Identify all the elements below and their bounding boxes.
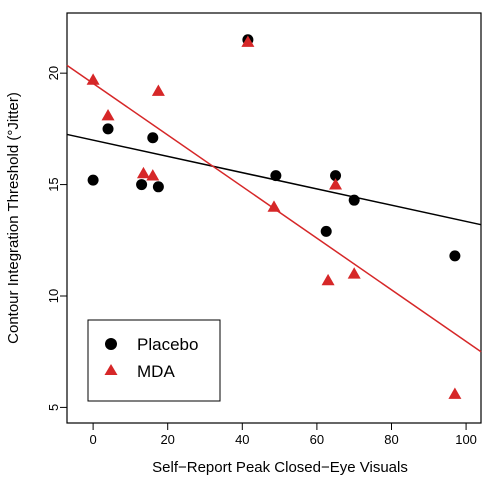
data-point-placebo — [330, 170, 342, 182]
data-point-mda — [241, 35, 255, 47]
y-tick-label: 20 — [46, 66, 61, 80]
data-point-mda — [267, 200, 281, 212]
data-point-placebo — [320, 225, 332, 237]
data-point-mda — [347, 267, 361, 279]
data-point-mda — [86, 73, 100, 85]
legend-label-placebo: Placebo — [137, 335, 198, 354]
x-tick-label: 100 — [455, 432, 477, 447]
x-axis: 0 20 40 60 80 100 — [89, 423, 477, 447]
x-axis-title: Self−Report Peak Closed−Eye Visuals — [152, 459, 408, 476]
data-point-placebo — [449, 250, 461, 262]
x-tick-label: 0 — [89, 432, 96, 447]
data-point-mda — [101, 109, 115, 121]
data-point-placebo — [136, 179, 148, 191]
x-tick-label: 40 — [235, 432, 249, 447]
data-point-mda — [448, 387, 462, 399]
data-point-placebo — [87, 174, 99, 186]
legend-box — [87, 319, 221, 402]
y-tick-label: 15 — [46, 177, 61, 191]
x-tick-label: 80 — [384, 432, 398, 447]
plot-frame — [66, 12, 482, 424]
x-tick-label: 60 — [310, 432, 324, 447]
y-tick-label: 5 — [46, 404, 61, 411]
data-point-mda — [146, 169, 160, 181]
legend-marker-mda — [104, 364, 118, 375]
legend-marker-placebo — [105, 338, 117, 350]
data-points — [86, 34, 462, 399]
data-point-placebo — [147, 132, 159, 144]
data-point-mda — [136, 166, 150, 179]
y-axis-title: Contour Integration Threshold (°Jitter) — [5, 92, 22, 344]
y-axis: 5 10 15 20 — [46, 66, 67, 411]
legend-label-mda: MDA — [137, 362, 175, 381]
data-point-placebo — [102, 123, 114, 135]
y-tick-label: 10 — [46, 289, 61, 303]
x-tick-label: 20 — [160, 432, 174, 447]
data-point-placebo — [270, 170, 282, 182]
data-point-mda — [321, 273, 335, 286]
legend: Placebo MDA — [87, 319, 221, 402]
data-point-mda — [329, 178, 343, 190]
data-point-mda — [151, 84, 165, 96]
data-point-placebo — [348, 194, 360, 206]
data-point-placebo — [152, 181, 164, 193]
